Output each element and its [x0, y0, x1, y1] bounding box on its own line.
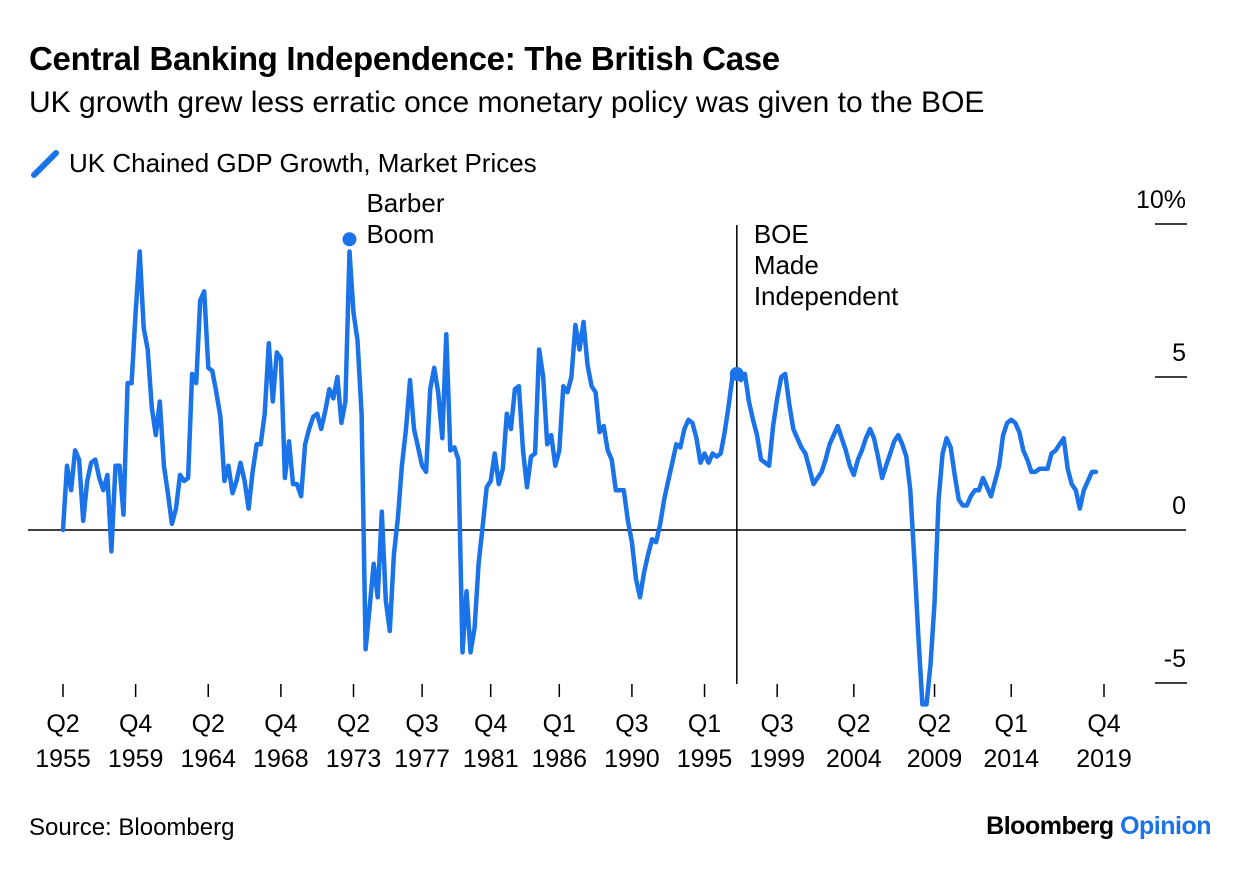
x-tick-year: 1973: [326, 745, 382, 773]
boe-annotation-dot: [729, 366, 744, 381]
barber-annotation-dot: [342, 232, 357, 247]
x-tick-quarter: Q4: [1087, 710, 1120, 738]
boe-annotation-text: BOE: [754, 219, 809, 249]
y-tick-label: -5: [1164, 645, 1186, 673]
x-tick-year: 2014: [983, 745, 1039, 773]
chart-subtitle: UK growth grew less erratic once monetar…: [29, 86, 985, 119]
x-tick-year: 1990: [604, 745, 660, 773]
legend: UK Chained GDP Growth, Market Prices: [29, 146, 537, 180]
x-tick-year: 1964: [180, 745, 236, 773]
y-tick-label: 10%: [1136, 186, 1186, 214]
x-tick-year: 1977: [394, 745, 450, 773]
x-tick-quarter: Q3: [405, 710, 438, 738]
x-tick-quarter: Q1: [995, 710, 1028, 738]
brand-logo: Bloomberg Opinion: [986, 812, 1211, 841]
chart-title: Central Banking Independence: The Britis…: [29, 40, 780, 77]
x-tick-year: 1959: [108, 745, 164, 773]
x-tick-quarter: Q2: [46, 710, 79, 738]
barber-annotation-text: Boom: [366, 219, 434, 249]
legend-line-swatch-icon: [31, 150, 59, 178]
x-tick-year: 2009: [907, 745, 963, 773]
y-tick-label: 5: [1172, 339, 1186, 367]
x-tick-quarter: Q4: [264, 710, 297, 738]
y-tick-label: 0: [1172, 492, 1186, 520]
x-tick-year: 1968: [253, 745, 309, 773]
brand-main: Bloomberg: [986, 812, 1114, 840]
gdp-growth-series-line: [60, 249, 1099, 707]
brand-accent: Opinion: [1120, 812, 1211, 840]
x-tick-quarter: Q2: [192, 710, 225, 738]
x-tick-year: 1981: [463, 745, 519, 773]
x-tick-quarter: Q3: [615, 710, 648, 738]
boe-annotation-text: Independent: [754, 281, 899, 311]
x-tick-year: 2004: [826, 745, 882, 773]
x-tick-quarter: Q1: [543, 710, 576, 738]
x-tick-quarter: Q2: [918, 710, 951, 738]
source-note: Source: Bloomberg: [29, 814, 235, 841]
x-tick-year: 1995: [677, 745, 733, 773]
x-tick-year: 1999: [749, 745, 805, 773]
boe-annotation-text: Made: [754, 250, 819, 280]
x-tick-year: 1955: [35, 745, 91, 773]
x-tick-year: 2019: [1076, 745, 1132, 773]
x-tick-quarter: Q4: [119, 710, 152, 738]
x-tick-quarter: Q3: [760, 710, 793, 738]
x-tick-quarter: Q4: [474, 710, 507, 738]
barber-annotation-text: Barber: [366, 188, 444, 218]
x-tick-quarter: Q2: [337, 710, 370, 738]
x-tick-quarter: Q2: [837, 710, 870, 738]
x-tick-quarter: Q1: [688, 710, 721, 738]
legend-label: UK Chained GDP Growth, Market Prices: [69, 147, 537, 178]
x-tick-year: 1986: [531, 745, 587, 773]
